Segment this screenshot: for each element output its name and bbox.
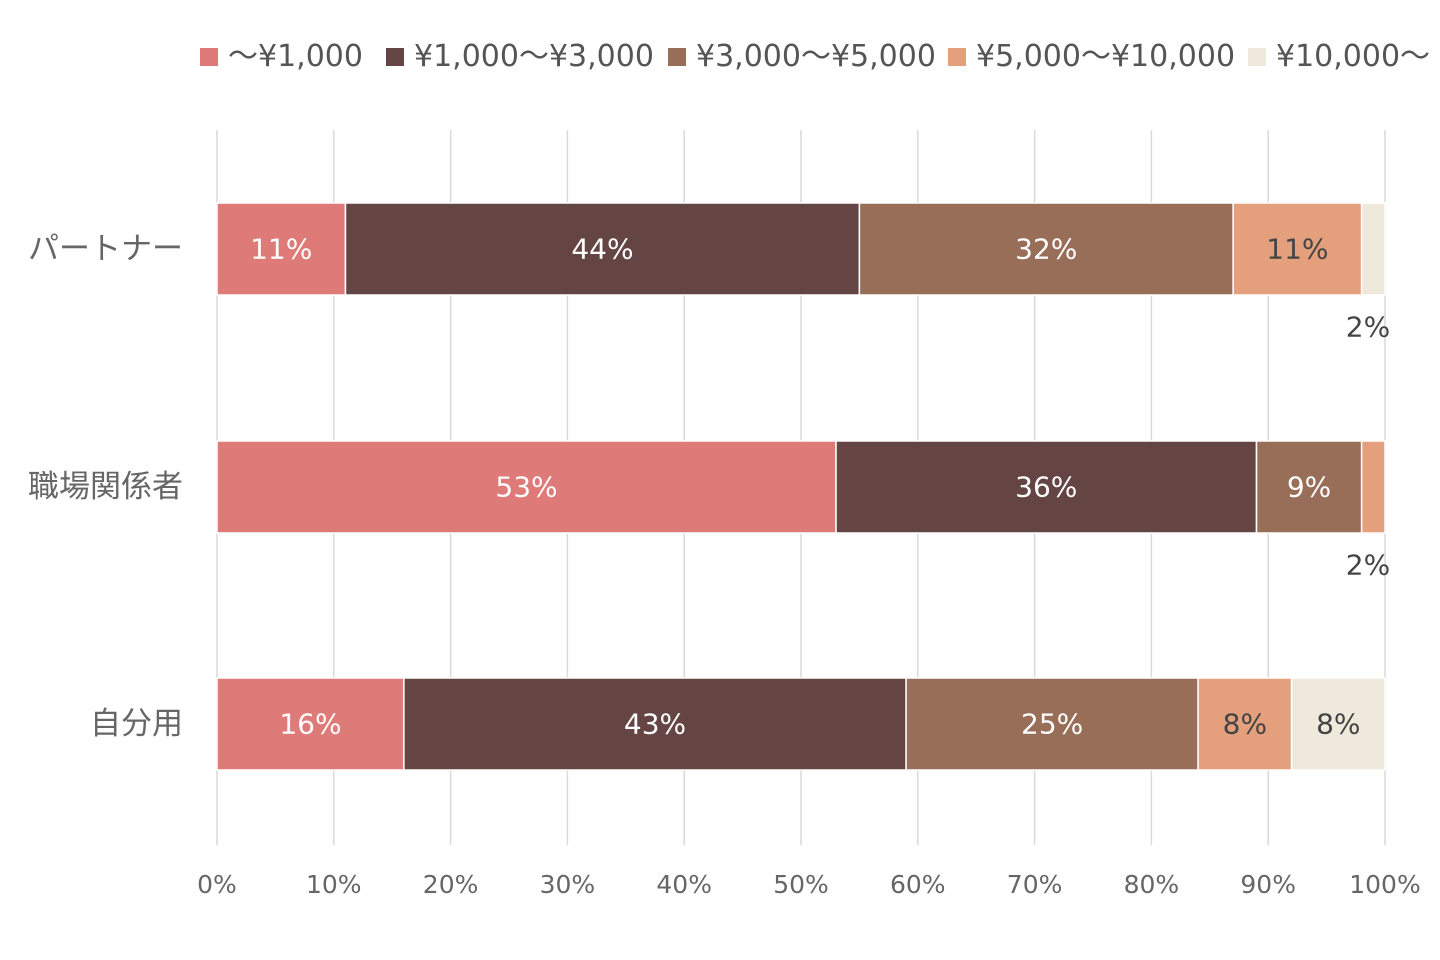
x-tick-label: 0% <box>197 870 237 899</box>
data-label: 8% <box>1223 708 1267 741</box>
data-label: 2% <box>1346 311 1390 344</box>
legend-label: 〜¥1,000 <box>228 39 363 74</box>
category-label: 自分用 <box>90 706 183 742</box>
bar-segment <box>858 202 1234 296</box>
x-tick-label: 20% <box>423 870 479 899</box>
legend-label: ¥3,000〜¥5,000 <box>696 39 936 74</box>
x-axis: 0% 10% 20% 30% 40% 50% 60% 70% 80% 90% 100% <box>197 870 1421 899</box>
bar-segment <box>216 440 837 534</box>
data-label: 32% <box>1015 233 1077 266</box>
legend-label: ¥1,000〜¥3,000 <box>414 39 654 74</box>
legend-swatch <box>668 48 686 66</box>
x-tick-label: 70% <box>1007 870 1063 899</box>
data-label: 53% <box>495 471 557 504</box>
x-tick-label: 30% <box>540 870 596 899</box>
bars: 11% 53% 16% 44% 36% 43% 32% 9% 25% 11% 2% 8% 2% 8% <box>216 202 1390 771</box>
bar-segment <box>905 677 1199 771</box>
legend-swatch <box>1248 48 1266 66</box>
x-tick-label: 60% <box>890 870 946 899</box>
x-tick-label: 90% <box>1240 870 1296 899</box>
data-label: 36% <box>1015 471 1077 504</box>
x-tick-label: 50% <box>773 870 829 899</box>
legend-swatch <box>948 48 966 66</box>
data-label: 25% <box>1021 708 1083 741</box>
category-label: 職場関係者 <box>28 469 183 505</box>
data-label: 43% <box>624 708 686 741</box>
x-tick-label: 40% <box>656 870 712 899</box>
data-label: 11% <box>1266 233 1328 266</box>
bar-segment <box>1360 202 1386 296</box>
data-label: 16% <box>279 708 341 741</box>
bar-segment <box>1290 677 1386 771</box>
category-label: パートナー <box>28 231 183 267</box>
data-label: 11% <box>250 233 312 266</box>
x-tick-label: 80% <box>1124 870 1180 899</box>
bar-segment <box>1197 677 1293 771</box>
bar-segment <box>1360 440 1386 534</box>
bar-segment <box>403 677 907 771</box>
data-label: 9% <box>1287 471 1331 504</box>
x-tick-label: 10% <box>306 870 362 899</box>
legend-label: ¥5,000〜¥10,000 <box>976 39 1235 74</box>
data-label: 44% <box>571 233 633 266</box>
data-label: 8% <box>1316 708 1360 741</box>
bar-segment <box>216 202 347 296</box>
data-label: 2% <box>1346 549 1390 582</box>
bar-segment <box>344 202 861 296</box>
x-tick-label: 100% <box>1349 870 1420 899</box>
legend-swatch <box>200 48 218 66</box>
legend: 〜¥1,000 ¥1,000〜¥3,000 ¥3,000〜¥5,000 ¥5,000〜… <box>200 39 1430 74</box>
bar-segment <box>835 440 1258 534</box>
bar-segment <box>216 677 405 771</box>
bar-segment <box>1232 202 1363 296</box>
legend-swatch <box>386 48 404 66</box>
legend-label: ¥10,000〜 <box>1276 39 1430 74</box>
